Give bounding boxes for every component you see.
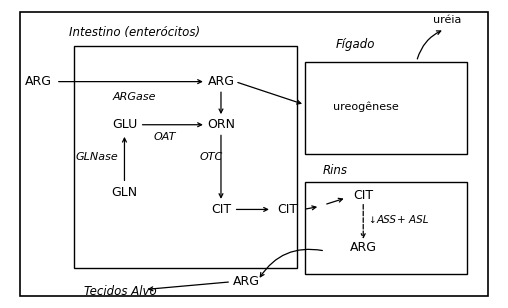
Text: ARG: ARG (207, 75, 235, 88)
Text: ORN: ORN (207, 118, 235, 131)
Text: GLN: GLN (111, 186, 138, 199)
Bar (305, 182, 467, 274)
Text: CIT: CIT (353, 189, 373, 202)
Text: ARG: ARG (350, 241, 377, 254)
Text: Rins: Rins (323, 164, 347, 177)
Text: CIT: CIT (211, 203, 231, 216)
Text: + ASL: + ASL (397, 215, 429, 225)
Text: OTC: OTC (199, 152, 223, 162)
Text: ASS: ASS (377, 215, 397, 225)
Text: ARGase: ARGase (113, 92, 156, 102)
Text: Fígado: Fígado (335, 38, 375, 51)
Bar (305, 62, 467, 154)
Text: ureogênese: ureogênese (333, 101, 398, 111)
Bar (74, 46, 297, 268)
Text: GLU: GLU (112, 118, 137, 131)
Text: ARG: ARG (24, 75, 52, 88)
Text: uréia: uréia (433, 15, 461, 25)
Text: GLNase: GLNase (75, 152, 118, 162)
Text: Tecidos Alvo: Tecidos Alvo (84, 285, 156, 298)
Text: CIT: CIT (277, 203, 297, 216)
Text: ↓: ↓ (368, 216, 376, 225)
Text: OAT: OAT (154, 132, 176, 142)
Text: Intestino (enterócitos): Intestino (enterócitos) (69, 26, 200, 39)
Text: ARG: ARG (233, 275, 260, 288)
